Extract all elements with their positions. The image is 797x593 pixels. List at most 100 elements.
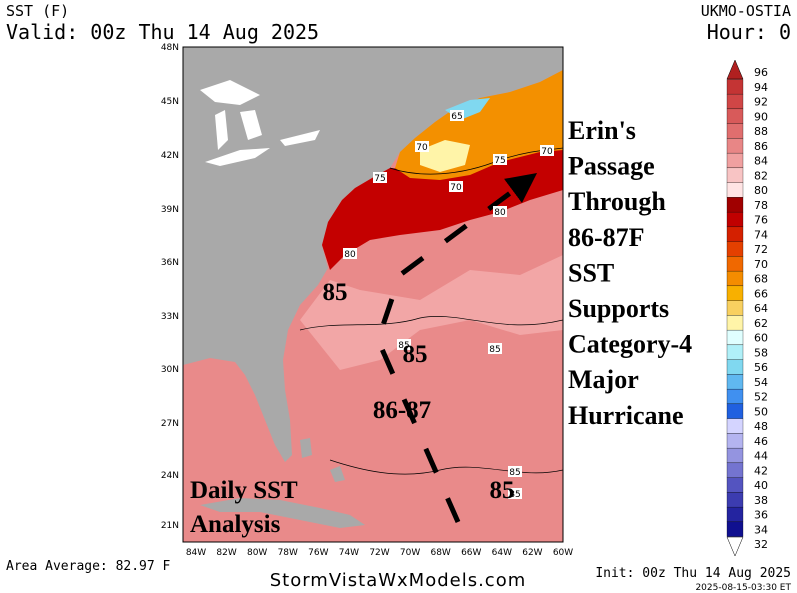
colorbar-label: 42 bbox=[754, 464, 768, 477]
contour-label-box bbox=[540, 145, 554, 156]
colorbar-label: 80 bbox=[754, 184, 768, 197]
colorbar-arrow bbox=[726, 536, 744, 557]
colorbar-swatch bbox=[726, 256, 744, 272]
colorbar-label: 68 bbox=[754, 273, 768, 286]
forecast-hour: Hour: 0 bbox=[707, 20, 791, 44]
contour-label: 85 bbox=[489, 345, 500, 355]
colorbar-label: 32 bbox=[754, 538, 768, 551]
colorbar-swatch bbox=[726, 93, 744, 110]
erin-note: Through bbox=[568, 187, 666, 216]
product-title: SST (F) bbox=[6, 2, 69, 20]
lat-label: 36N bbox=[161, 258, 179, 268]
colorbar-swatch bbox=[726, 315, 744, 331]
colorbar-swatch bbox=[726, 344, 744, 360]
colorbar-label: 88 bbox=[754, 125, 768, 138]
contour-label: 70 bbox=[450, 183, 462, 193]
lat-label: 42N bbox=[161, 151, 179, 161]
contour-label-box bbox=[449, 181, 463, 192]
colorbar-label: 50 bbox=[754, 405, 768, 418]
colorbar-arrow bbox=[726, 59, 744, 80]
colorbar-swatch bbox=[726, 241, 744, 257]
colorbar-label: 96 bbox=[754, 66, 768, 79]
cuba bbox=[200, 498, 365, 528]
colorbar-swatch bbox=[726, 359, 744, 375]
contour-label: 70 bbox=[541, 147, 553, 157]
colorbar-label: 76 bbox=[754, 214, 768, 227]
colorbar-label: 84 bbox=[754, 155, 768, 168]
contour-label: 65 bbox=[451, 112, 462, 122]
colorbar-swatch bbox=[726, 197, 744, 213]
erin-note: 86-87F bbox=[568, 223, 645, 252]
erin-note: Major bbox=[568, 365, 639, 394]
colorbar-label: 36 bbox=[754, 509, 768, 522]
colorbar-swatch bbox=[726, 182, 744, 198]
timestamp: 2025-08-15-03:30 ET bbox=[695, 583, 791, 593]
site-name: StormVistaWxModels.com bbox=[270, 570, 527, 591]
contour-label-box bbox=[343, 248, 357, 259]
erin-note: Supports bbox=[568, 294, 669, 323]
colorbar-swatch bbox=[726, 167, 744, 183]
lat-label: 39N bbox=[161, 205, 179, 215]
storm-track bbox=[375, 173, 538, 524]
erin-note: Hurricane bbox=[568, 401, 684, 430]
colorbar-swatch bbox=[726, 433, 744, 449]
lon-label: 66W bbox=[461, 548, 481, 558]
colorbar-label: 78 bbox=[754, 199, 768, 212]
lon-label: 70W bbox=[400, 548, 420, 558]
colorbar-label: 34 bbox=[754, 523, 768, 536]
lon-label: 82W bbox=[216, 548, 236, 558]
colorbar-label: 90 bbox=[754, 110, 768, 123]
colorbar-swatch bbox=[726, 79, 744, 95]
lat-label: 21N bbox=[161, 521, 179, 531]
colorbar-label: 70 bbox=[754, 258, 768, 271]
contour-label-box bbox=[373, 172, 387, 183]
bahamas bbox=[300, 438, 345, 482]
colorbar-swatch bbox=[726, 447, 744, 464]
lon-label: 84W bbox=[186, 548, 206, 558]
contour-line bbox=[329, 459, 563, 475]
lat-label: 33N bbox=[161, 312, 179, 322]
lon-label: 72W bbox=[369, 548, 389, 558]
lon-label: 76W bbox=[308, 548, 328, 558]
sst-label: 85 bbox=[490, 477, 515, 504]
lat-label: 24N bbox=[161, 471, 179, 481]
lat-label: 48N bbox=[161, 43, 179, 53]
area-average: Area Average: 82.97 F bbox=[6, 559, 171, 574]
contour-label-box bbox=[508, 488, 522, 499]
colorbar-swatch bbox=[726, 123, 744, 139]
contour-label: 85 bbox=[509, 468, 520, 478]
lon-label: 60W bbox=[553, 548, 573, 558]
colorbar-swatch bbox=[726, 388, 744, 405]
erin-note: Erin's bbox=[568, 116, 636, 145]
colorbar-swatch bbox=[726, 300, 744, 316]
erin-note: SST bbox=[568, 258, 614, 287]
great-lakes bbox=[200, 80, 320, 166]
colorbar-swatch bbox=[726, 492, 744, 508]
lon-label: 80W bbox=[247, 548, 267, 558]
sst-label: 86-87 bbox=[373, 397, 431, 424]
contour-line bbox=[299, 316, 563, 331]
colorbar-label: 64 bbox=[754, 302, 768, 315]
valid-time: Valid: 00z Thu 14 Aug 2025 bbox=[6, 20, 319, 44]
cold-pool bbox=[420, 140, 470, 172]
contour-label: 85 bbox=[509, 490, 520, 500]
colorbar-swatch bbox=[726, 521, 744, 537]
colorbar-label: 66 bbox=[754, 287, 768, 300]
colorbar-swatch bbox=[726, 138, 744, 154]
contour-label: 75 bbox=[374, 174, 385, 184]
contour-label: 80 bbox=[344, 250, 356, 260]
colorbar-label: 86 bbox=[754, 140, 768, 153]
caption: Daily SST bbox=[190, 477, 298, 504]
contour-label: 80 bbox=[494, 208, 506, 218]
sst-label: 85 bbox=[323, 279, 348, 306]
lat-label: 30N bbox=[161, 365, 179, 375]
init-time: Init: 00z Thu 14 Aug 2025 bbox=[595, 566, 791, 581]
contour-label-box bbox=[493, 206, 507, 217]
model-name: UKMO-OSTIA bbox=[701, 2, 791, 20]
contour-label-box bbox=[397, 339, 411, 350]
colorbar-label: 82 bbox=[754, 169, 768, 182]
colorbar-label: 54 bbox=[754, 376, 768, 389]
lat-label: 27N bbox=[161, 419, 179, 429]
erin-note: Category-4 bbox=[568, 330, 692, 359]
